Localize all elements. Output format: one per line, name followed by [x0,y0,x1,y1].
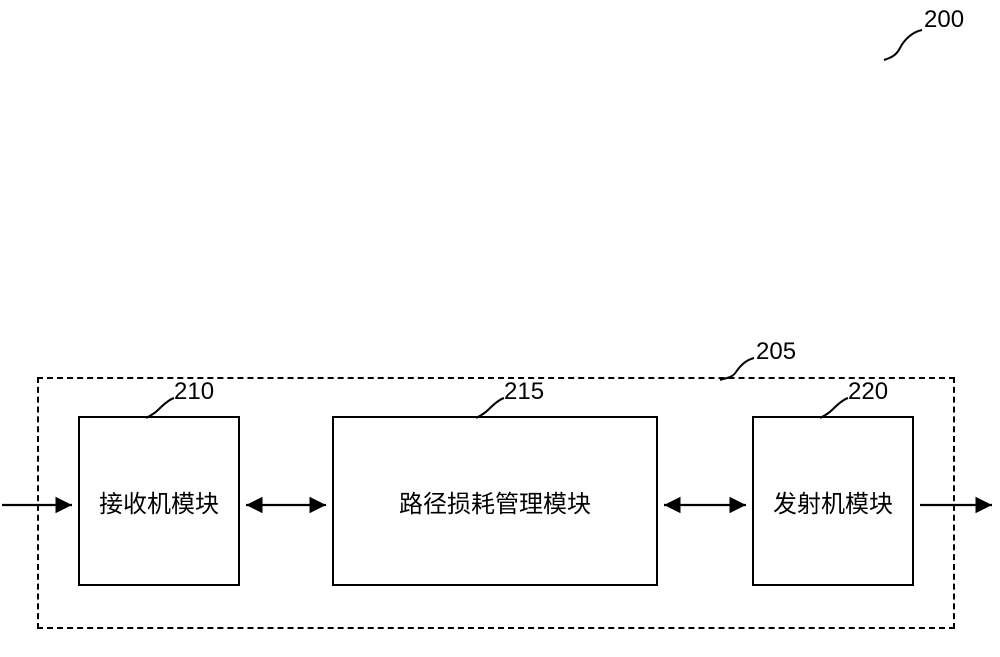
receiver-module-text: 接收机模块 [99,484,219,519]
leader-200 [884,30,922,60]
receiver-module-box: 接收机模块 [78,416,240,586]
ref-label-210: 210 [174,378,214,406]
ref-label-215: 215 [504,378,544,406]
ref-label-200: 200 [924,6,964,34]
transmitter-module-box: 发射机模块 [752,416,914,586]
pathloss-module-box: 路径损耗管理模块 [332,416,658,586]
transmitter-module-text: 发射机模块 [773,484,893,519]
ref-label-220: 220 [848,378,888,406]
diagram-canvas: 接收机模块 路径损耗管理模块 发射机模块 200 205 210 215 220 [0,0,1000,657]
pathloss-module-text: 路径损耗管理模块 [399,484,591,519]
ref-label-205: 205 [756,338,796,366]
